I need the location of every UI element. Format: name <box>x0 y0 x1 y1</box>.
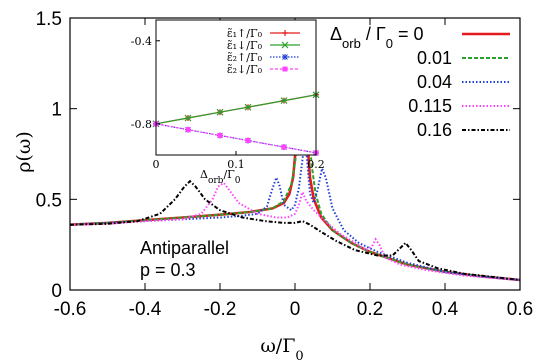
inset-legend-marker-1 <box>281 41 289 49</box>
y-tick-label: 1 <box>51 100 62 121</box>
x-tick-label: 0.4 <box>432 299 459 320</box>
inset-point-1 <box>244 103 252 111</box>
x-tick-label: 0 <box>290 299 301 320</box>
inset-point-3 <box>185 127 191 133</box>
y-axis-title: ρ(ω) <box>13 131 35 173</box>
y-tick-label: 1.5 <box>36 9 62 30</box>
inset-plot: 0 0.1 0.2 -0.4 -0.8 ε̃₁↑/Γ₀ε̃₁↓/Γ₀ε̃₂↑/Γ₀ε̃₂… <box>131 19 325 186</box>
legend-label-1: 0.01 <box>417 48 452 68</box>
inset-legend-marker-3 <box>282 66 288 72</box>
x-tick-label: 0.6 <box>507 299 533 320</box>
inset-x-axis-title: Δorb/Γ0 <box>200 168 241 186</box>
x-tick-label: -0.4 <box>129 299 162 320</box>
inset-point-1 <box>216 108 224 116</box>
annotation-configuration: Antiparallel <box>140 238 229 258</box>
inset-point-3 <box>245 137 251 143</box>
inset-x-tick-label: 0.2 <box>307 158 325 171</box>
legend-label-2: 0.04 <box>417 72 452 92</box>
inset-point-3 <box>281 144 287 150</box>
y-tick-label: 0.5 <box>36 190 62 211</box>
inset-legend-label-0: ε̃₁↑/Γ₀ <box>227 27 263 40</box>
inset-legend-label-2: ε̃₂↑/Γ₀ <box>227 51 263 64</box>
x-tick-label: -0.2 <box>204 299 237 320</box>
inset-background <box>156 20 316 155</box>
inset-legend-label-3: ε̃₂↓/Γ₀ <box>227 63 263 76</box>
legend-label-3: 0.115 <box>408 96 452 116</box>
inset-legend-marker-2 <box>282 54 288 60</box>
x-axis-title: ω/Γ0 <box>260 335 303 360</box>
y-tick-label: 0 <box>51 281 62 302</box>
legend-label-4: 0.16 <box>417 120 452 140</box>
inset-series-line-3 <box>155 123 317 154</box>
legend-title: Δorb / Γ0 = 0 <box>330 24 424 51</box>
x-tick-label: 0.2 <box>357 299 383 320</box>
inset-point-1 <box>184 114 192 122</box>
series-line-1 <box>69 102 521 281</box>
x-tick-label: -0.6 <box>54 299 87 320</box>
legend: Δorb / Γ0 = 0 0.01 0.04 0.115 0.16 <box>330 24 510 140</box>
inset-legend-marker-0 <box>282 30 288 36</box>
inset-legend: ε̃₁↑/Γ₀ε̃₁↓/Γ₀ε̃₂↑/Γ₀ε̃₂↓/Γ₀ <box>227 27 300 76</box>
main-ticks: -0.6 -0.4 -0.2 0 0.2 0.4 0.6 0 0.5 1 1.5 <box>36 9 534 320</box>
inset-ticks: 0 0.1 0.2 -0.4 -0.8 <box>131 35 325 171</box>
inset-point-1 <box>280 97 288 105</box>
inset-y-tick-label: -0.8 <box>131 118 152 131</box>
inset-x-tick-label: 0.1 <box>227 158 245 171</box>
series-line-4 <box>69 179 521 281</box>
inset-point-3 <box>217 132 223 138</box>
series-line-2 <box>69 135 521 281</box>
series-line-3 <box>69 181 521 281</box>
inset-y-tick-label: -0.4 <box>131 35 152 48</box>
inset-x-tick-label: 0 <box>153 158 160 171</box>
inset-series-line-1 <box>155 94 317 125</box>
inset-legend-label-1: ε̃₁↓/Γ₀ <box>227 39 263 52</box>
annotation-polarization: p = 0.3 <box>140 260 196 280</box>
